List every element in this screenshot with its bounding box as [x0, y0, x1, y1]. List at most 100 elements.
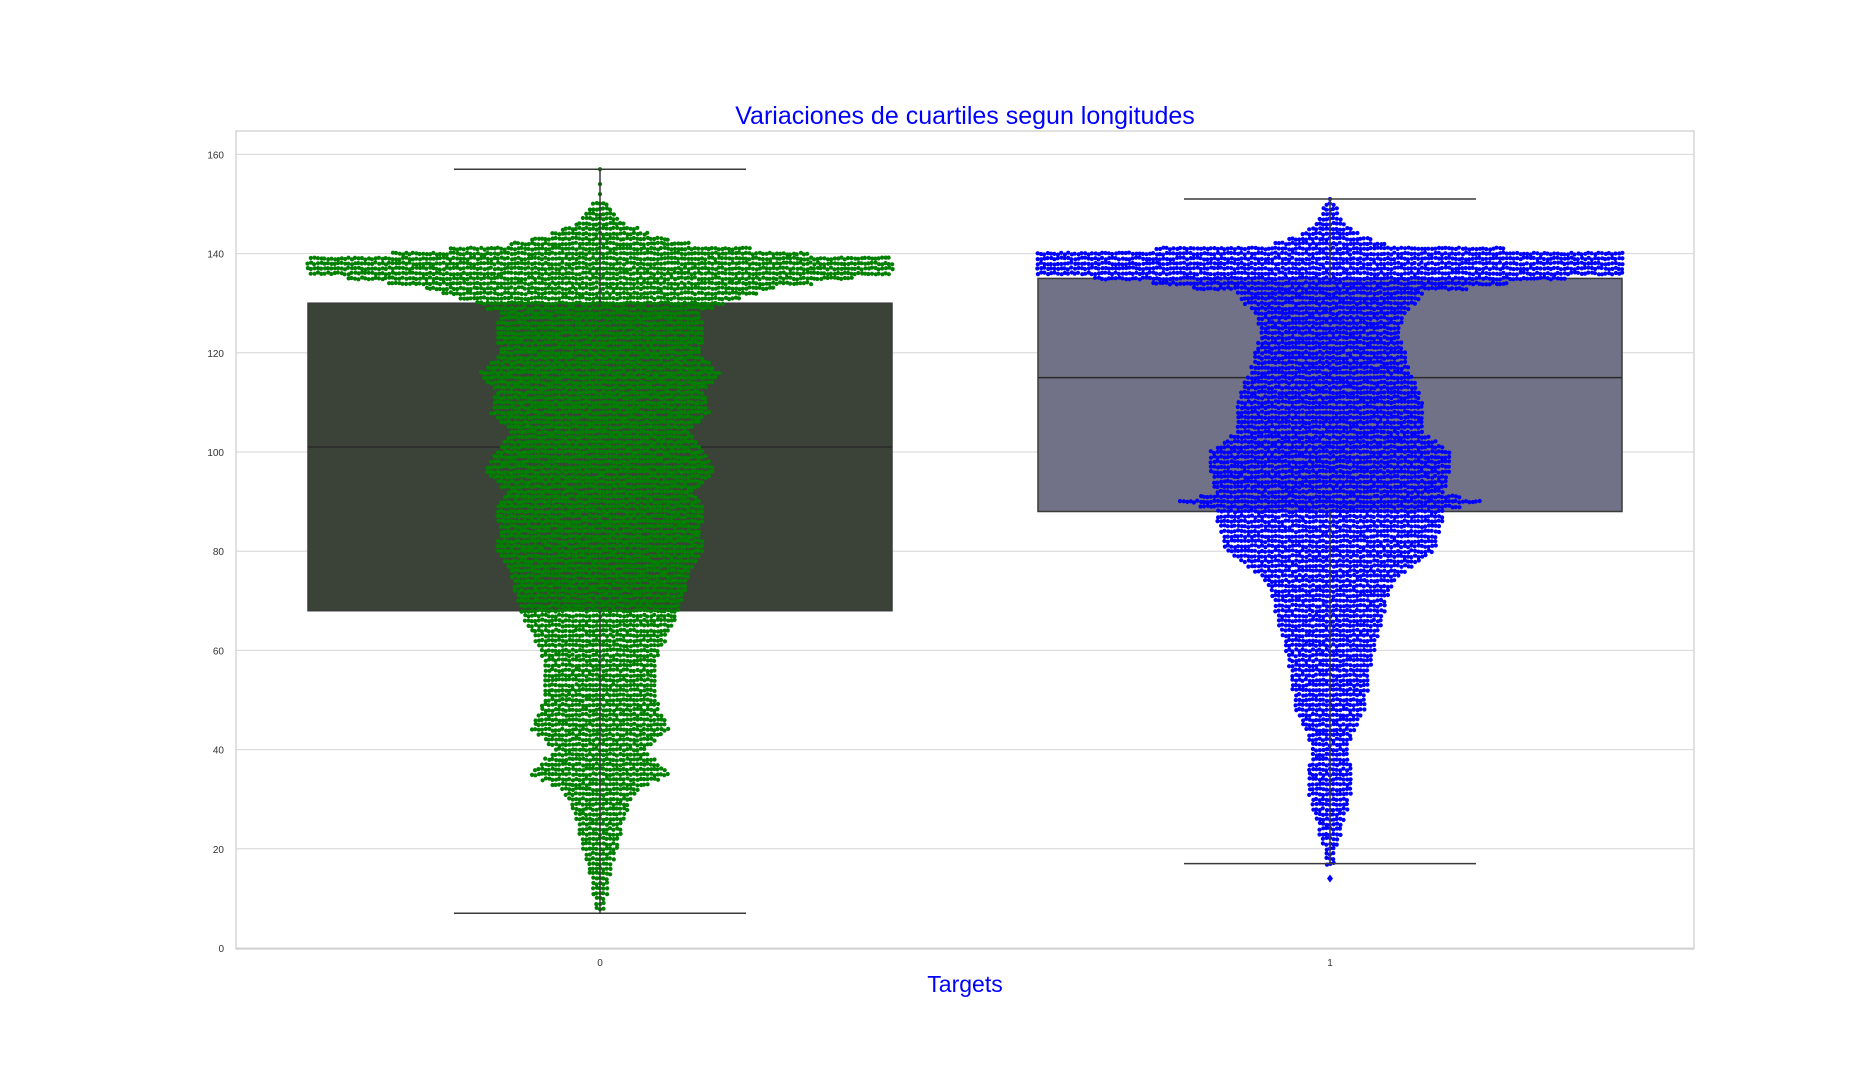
swarm-point — [635, 623, 640, 628]
swarm-point — [703, 369, 708, 374]
swarm-point — [567, 748, 572, 753]
swarm-point — [655, 707, 660, 712]
swarm-point — [645, 692, 650, 697]
swarm-point — [638, 776, 644, 782]
swarm-point — [645, 425, 650, 430]
swarm-point — [621, 792, 627, 798]
swarm-point — [577, 395, 582, 400]
swarm-point — [546, 499, 551, 504]
swarm-point — [624, 419, 630, 424]
swarm-point — [672, 470, 677, 475]
swarm-point — [499, 454, 504, 459]
swarm-point — [628, 746, 633, 751]
swarm-point — [628, 420, 633, 425]
swarm-point — [656, 777, 661, 782]
swarm-point — [618, 400, 623, 406]
swarm-point — [546, 543, 552, 548]
swarm-point — [628, 568, 633, 573]
swarm-point — [601, 801, 606, 807]
swarm-point — [532, 524, 538, 530]
swarm-point — [604, 668, 609, 673]
swarm-point — [556, 782, 562, 787]
swarm-point — [638, 578, 643, 584]
swarm-point — [655, 523, 660, 529]
swarm-point — [682, 495, 687, 500]
swarm-point — [536, 593, 541, 598]
swarm-point — [543, 726, 548, 732]
swarm-point — [611, 827, 616, 832]
swarm-point — [550, 390, 555, 395]
swarm-point — [628, 395, 633, 400]
swarm-point — [601, 444, 606, 449]
swarm-point — [590, 723, 596, 728]
swarm-point — [580, 508, 585, 513]
swarm-point — [509, 470, 514, 475]
swarm-point — [618, 356, 623, 361]
swarm-point — [645, 683, 650, 688]
swarm-point — [648, 603, 653, 608]
swarm-point — [577, 490, 582, 495]
swarm-point — [573, 791, 579, 796]
swarm-point — [563, 400, 568, 405]
swarm-point — [662, 722, 667, 727]
swarm-point — [652, 394, 657, 399]
swarm-point — [601, 851, 606, 856]
swarm-point — [624, 401, 629, 406]
swarm-point — [655, 649, 660, 654]
swarm-point — [604, 336, 609, 341]
swarm-point — [594, 866, 599, 871]
swarm-point — [570, 787, 576, 793]
swarm-point — [577, 638, 582, 643]
swarm-point — [553, 767, 558, 772]
swarm-point — [618, 806, 623, 811]
swarm-point — [693, 469, 698, 474]
swarm-point — [631, 668, 636, 674]
swarm-point — [570, 549, 575, 554]
swarm-point — [672, 364, 677, 370]
swarm-point — [523, 583, 528, 589]
swarm-point — [526, 369, 531, 374]
swarm-point — [607, 386, 613, 391]
swarm-point — [608, 850, 613, 856]
swarm-point — [526, 444, 531, 449]
swarm-point — [580, 633, 585, 638]
swarm-point — [693, 495, 698, 500]
swarm-point — [631, 726, 637, 732]
swarm-point — [574, 786, 579, 791]
swarm-point — [689, 350, 694, 355]
swarm-point — [540, 637, 545, 643]
swarm-point — [553, 771, 559, 777]
swarm-point — [519, 587, 524, 593]
swarm-point — [546, 524, 551, 529]
swarm-point — [594, 603, 599, 608]
swarm-point — [682, 400, 688, 405]
swarm-point — [597, 494, 603, 499]
swarm-point — [526, 335, 531, 340]
swarm-point — [625, 786, 630, 792]
swarm-point — [591, 861, 596, 866]
swarm-point — [604, 480, 609, 485]
swarm-point — [611, 693, 616, 698]
swarm-point — [625, 717, 630, 722]
swarm-point — [604, 756, 609, 762]
swarm-point — [512, 558, 517, 563]
swarm-point — [590, 781, 596, 786]
swarm-point — [601, 519, 606, 525]
swarm-point — [624, 688, 630, 693]
swarm-point — [566, 692, 572, 697]
swarm-point — [611, 777, 616, 782]
swarm-point — [696, 355, 701, 360]
swarm-point — [601, 753, 606, 758]
swarm-point — [642, 513, 647, 519]
swarm-point — [624, 598, 630, 604]
swarm-point — [662, 430, 667, 435]
swarm-point — [509, 478, 514, 483]
swarm-point — [567, 603, 572, 609]
swarm-point — [587, 629, 593, 634]
swarm-point — [652, 401, 657, 406]
swarm-point — [563, 603, 568, 608]
swarm-point — [614, 657, 620, 663]
swarm-point — [611, 619, 616, 624]
swarm-point — [543, 767, 548, 773]
swarm-point — [625, 693, 630, 698]
